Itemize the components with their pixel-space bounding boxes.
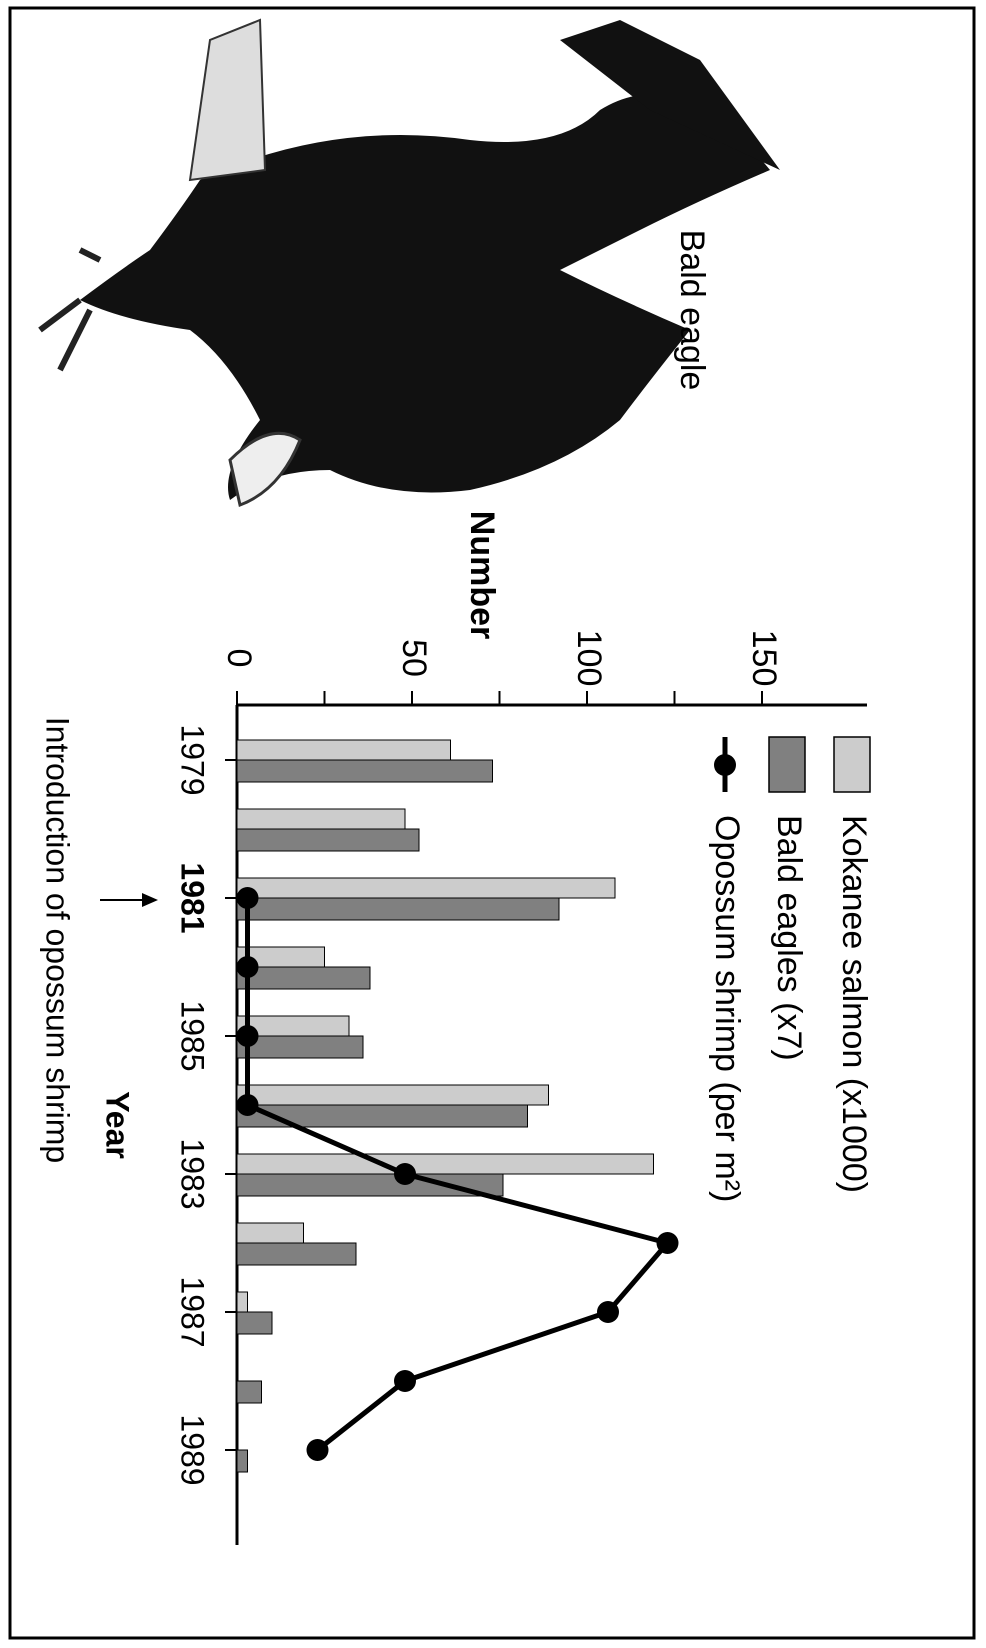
bar: [236, 739, 451, 761]
bar: [236, 1222, 304, 1244]
bar: [236, 877, 616, 899]
legend-label: Bald eagles (x7): [770, 815, 808, 1061]
value-axis-title: Number: [463, 511, 501, 639]
eagle-illustration: [38, 18, 780, 508]
legend-swatch: [833, 736, 871, 793]
bar: [236, 1449, 248, 1473]
legend-label: Kokanee salmon (x1000): [835, 815, 873, 1193]
bar: [236, 1173, 504, 1197]
point: [236, 956, 259, 978]
legend-marker: [714, 754, 736, 776]
value-tick-label: 100: [570, 630, 608, 687]
annotation: Introduction of opossum shrimp: [40, 717, 76, 1163]
value-tick-label: 50: [395, 639, 433, 677]
category-tick-label: 1987: [175, 1276, 211, 1347]
point: [597, 1301, 619, 1323]
value-tick-label: 0: [220, 649, 258, 668]
annotation-arrow: [100, 893, 158, 907]
bar: [236, 1380, 262, 1404]
bar: [236, 1084, 549, 1106]
point: [394, 1370, 416, 1392]
value-tick-label: 150: [745, 630, 783, 687]
category-tick-label: 1981: [175, 862, 211, 933]
category-tick-label: 1983: [175, 1138, 211, 1209]
bar: [236, 966, 371, 990]
legend-label: Opossum shrimp (per m²): [708, 815, 746, 1202]
bar: [236, 808, 406, 830]
point: [236, 1094, 259, 1116]
bar: [236, 1153, 654, 1175]
point: [394, 1163, 416, 1185]
bar: [236, 1311, 273, 1335]
category-axis-title: Year: [100, 1091, 136, 1159]
point: [236, 1025, 259, 1047]
bar: [236, 759, 493, 783]
category-tick-label: 1985: [175, 1000, 211, 1071]
point: [306, 1439, 329, 1461]
point: [656, 1232, 679, 1254]
image-label: Bald eagle: [673, 230, 711, 391]
bar: [236, 1035, 364, 1059]
category-tick-label: 1989: [175, 1414, 211, 1485]
bar: [236, 828, 420, 852]
bar: [236, 1242, 357, 1266]
bar: [236, 1104, 528, 1128]
point: [236, 887, 259, 909]
category-tick-label: 1979: [175, 724, 211, 795]
bar: [236, 1291, 248, 1313]
bar: [236, 897, 560, 921]
frame: [8, 6, 976, 1640]
legend-swatch: [768, 736, 806, 793]
